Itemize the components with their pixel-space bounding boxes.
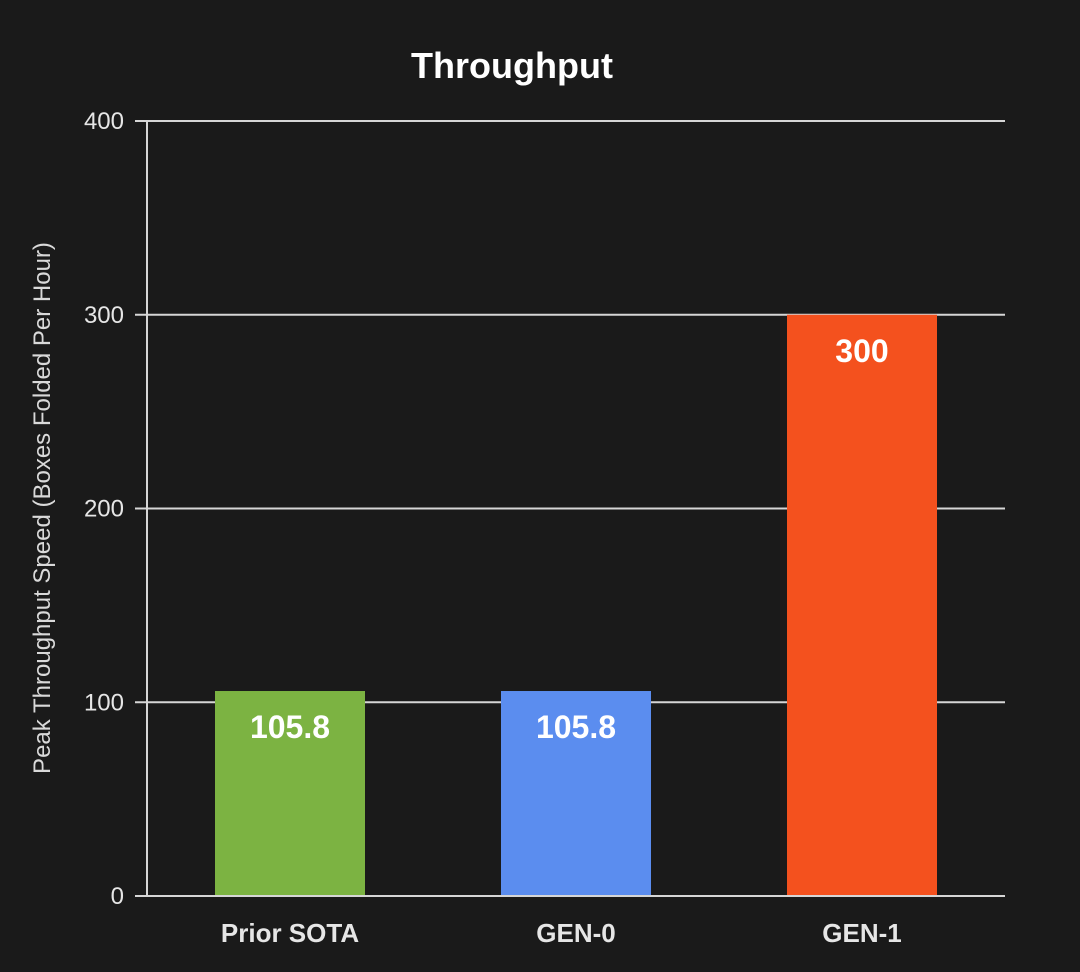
y-axis-label: Peak Throughput Speed (Boxes Folded Per … bbox=[29, 242, 56, 774]
y-tick-label: 200 bbox=[84, 496, 124, 523]
data-label: 105.8 bbox=[250, 709, 330, 745]
y-tick-label: 0 bbox=[111, 883, 124, 910]
x-axis-ticks: Prior SOTA GEN-0 GEN-1 bbox=[221, 918, 902, 948]
y-tick-label: 400 bbox=[84, 108, 124, 135]
data-label: 105.8 bbox=[536, 709, 616, 745]
bars bbox=[215, 314, 937, 896]
chart-title: Throughput bbox=[411, 45, 613, 86]
y-tick-label: 100 bbox=[84, 689, 124, 716]
bar bbox=[787, 314, 937, 896]
x-tick-label: GEN-0 bbox=[536, 918, 615, 948]
y-tick-label: 300 bbox=[84, 302, 124, 329]
bar bbox=[501, 691, 651, 896]
y-axis-ticks: 0 100 200 300 400 bbox=[84, 108, 124, 910]
bar bbox=[215, 691, 365, 896]
x-tick-label: GEN-1 bbox=[822, 918, 901, 948]
data-labels: 105.8 105.8 300 bbox=[250, 333, 889, 745]
x-tick-label: Prior SOTA bbox=[221, 918, 359, 948]
data-label: 300 bbox=[835, 333, 888, 369]
